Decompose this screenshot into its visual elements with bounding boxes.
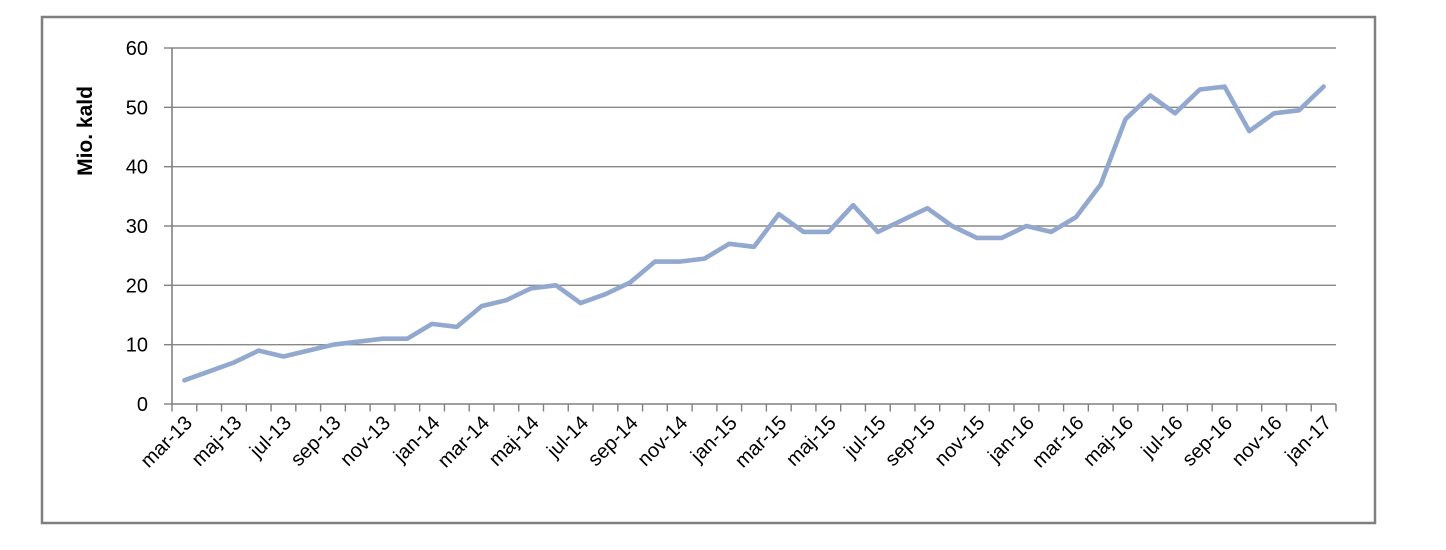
y-tick-label: 30 [126, 216, 148, 238]
y-tick-label: 10 [126, 335, 148, 357]
y-axis-tick-labels: 0 10 20 30 40 50 60 [126, 38, 148, 416]
y-tick-label: 40 [126, 157, 148, 179]
y-axis-title: Mio. kald [74, 86, 97, 176]
y-tick-label: 0 [137, 394, 148, 416]
y-tick-label: 60 [126, 38, 148, 60]
chart-border [40, 15, 1377, 525]
series-line [182, 84, 1326, 383]
y-tick-label: 20 [126, 275, 148, 297]
gridlines [172, 47, 1336, 346]
y-tick-label: 50 [126, 97, 148, 119]
tick-marks [164, 47, 1337, 412]
